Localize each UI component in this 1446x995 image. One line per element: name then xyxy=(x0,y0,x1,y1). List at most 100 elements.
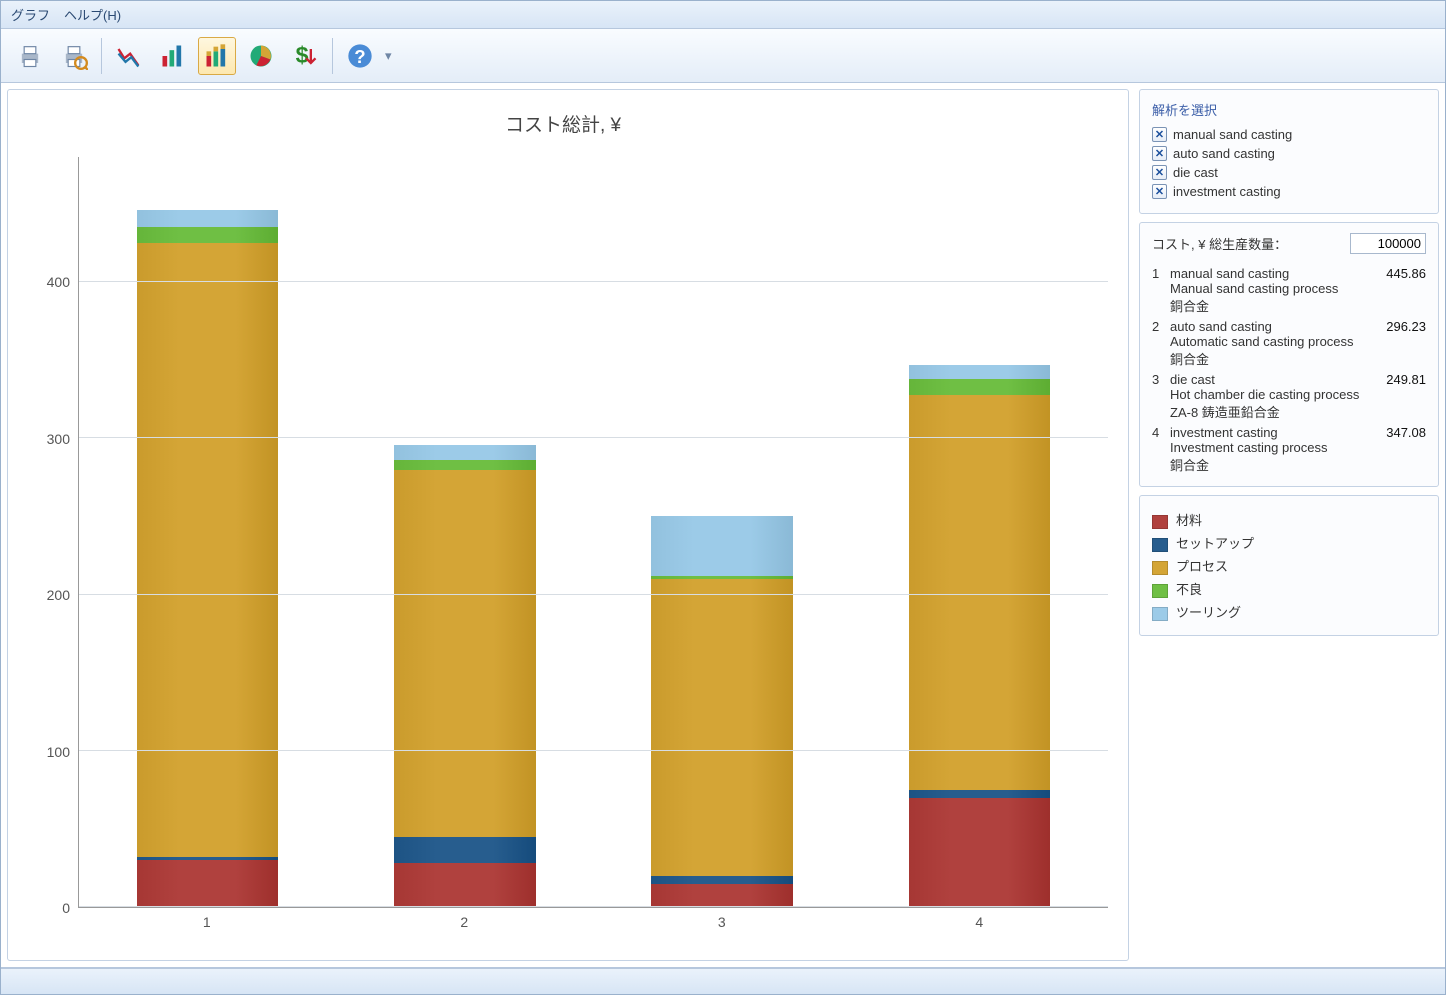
legend-item: 不良 xyxy=(1152,579,1426,598)
x-tick: 2 xyxy=(336,908,594,930)
checkbox-icon[interactable]: ✕ xyxy=(1152,165,1167,180)
cost-panel: コスト, ¥ 総生産数量： 1manual sand castingManual… xyxy=(1139,222,1439,487)
legend-item: 材料 xyxy=(1152,510,1426,529)
legend-label: ツーリング xyxy=(1176,605,1241,620)
analysis-label: auto sand casting xyxy=(1173,146,1275,161)
toolbar-print-preview-icon[interactable] xyxy=(55,37,93,75)
toolbar-print-icon[interactable] xyxy=(11,37,49,75)
bar-segment-tooling xyxy=(137,210,278,227)
checkbox-icon[interactable]: ✕ xyxy=(1152,184,1167,199)
cost-index: 3 xyxy=(1152,370,1170,423)
cost-row: 4investment castingInvestment casting pr… xyxy=(1152,423,1426,476)
legend-swatch xyxy=(1152,584,1168,598)
legend-swatch xyxy=(1152,561,1168,575)
toolbar: $? ▾ xyxy=(1,29,1445,83)
legend-item: セットアップ xyxy=(1152,533,1426,552)
chart-panel: コスト総計, ¥ 0100200300400 1234 xyxy=(7,89,1129,961)
legend-swatch xyxy=(1152,607,1168,621)
content-area: コスト総計, ¥ 0100200300400 1234 解析を選択 ✕manua… xyxy=(1,83,1445,968)
toolbar-pie-chart-icon[interactable] xyxy=(242,37,280,75)
cost-value: 249.81 xyxy=(1366,370,1426,423)
analysis-selector-panel: 解析を選択 ✕ manual sand casting ✕ auto sand cas… xyxy=(1139,89,1439,214)
legend-label: プロセス xyxy=(1176,559,1228,574)
bar-segment-setup xyxy=(651,876,792,884)
legend-label: 材料 xyxy=(1176,513,1202,528)
bar-segment-material xyxy=(651,884,792,907)
cost-desc: investment castingInvestment casting pro… xyxy=(1170,423,1366,476)
toolbar-bar-chart-icon[interactable] xyxy=(154,37,192,75)
menu-help[interactable]: ヘルプ(H) xyxy=(64,5,121,24)
legend-item: ツーリング xyxy=(1152,602,1426,621)
plot-area: 0100200300400 xyxy=(18,157,1108,908)
cost-index: 1 xyxy=(1152,264,1170,317)
bar-segment-process xyxy=(137,243,278,857)
cost-row: 3die castHot chamber die casting process… xyxy=(1152,370,1426,423)
bar-segment-process xyxy=(394,470,535,837)
legend-swatch xyxy=(1152,538,1168,552)
cost-index: 4 xyxy=(1152,423,1170,476)
qty-label: コスト, ¥ 総生産数量： xyxy=(1152,234,1287,253)
y-tick: 300 xyxy=(47,431,70,447)
statusbar xyxy=(1,968,1445,994)
cost-value: 296.23 xyxy=(1366,317,1426,370)
menubar: グラフ ヘルプ(H) xyxy=(1,1,1445,29)
bar-segment-setup xyxy=(909,790,1050,798)
analysis-checkbox-row[interactable]: ✕ die cast xyxy=(1152,165,1426,180)
bar-3[interactable] xyxy=(651,157,792,907)
legend-label: セットアップ xyxy=(1176,536,1254,551)
legend-swatch xyxy=(1152,515,1168,529)
x-tick: 3 xyxy=(593,908,851,930)
qty-input[interactable] xyxy=(1350,233,1426,254)
analysis-checkbox-row[interactable]: ✕ investment casting xyxy=(1152,184,1426,199)
toolbar-stacked-bar-chart-icon[interactable] xyxy=(198,37,236,75)
toolbar-help-round-icon[interactable]: ? xyxy=(341,37,379,75)
chart-title: コスト総計, ¥ xyxy=(18,110,1108,137)
svg-text:?: ? xyxy=(354,46,365,67)
analysis-checkbox-row[interactable]: ✕ auto sand casting xyxy=(1152,146,1426,161)
y-tick: 100 xyxy=(47,744,70,760)
analysis-label: investment casting xyxy=(1173,184,1281,199)
bar-4[interactable] xyxy=(909,157,1050,907)
checkbox-icon[interactable]: ✕ xyxy=(1152,127,1167,142)
analysis-label: die cast xyxy=(1173,165,1218,180)
analysis-selector-title: 解析を選択 xyxy=(1152,100,1426,119)
legend-item: プロセス xyxy=(1152,556,1426,575)
bar-segment-material xyxy=(137,860,278,907)
y-tick: 200 xyxy=(47,587,70,603)
cost-row: 1manual sand castingManual sand casting … xyxy=(1152,264,1426,317)
cost-desc: die castHot chamber die casting processZ… xyxy=(1170,370,1366,423)
bar-segment-defect xyxy=(394,460,535,469)
cost-row: 2auto sand castingAutomatic sand casting… xyxy=(1152,317,1426,370)
bar-segment-process xyxy=(909,395,1050,790)
toolbar-line-chart-icon[interactable] xyxy=(110,37,148,75)
bar-segment-defect xyxy=(137,227,278,243)
cost-index: 2 xyxy=(1152,317,1170,370)
cost-value: 445.86 xyxy=(1366,264,1426,317)
toolbar-overflow-icon[interactable]: ▾ xyxy=(385,48,392,64)
svg-text:$: $ xyxy=(296,42,309,68)
bar-segment-process xyxy=(651,579,792,876)
app-window: グラフ ヘルプ(H) $?▾ コスト総計, ¥ 0100200300400 12… xyxy=(0,0,1446,995)
y-tick: 400 xyxy=(47,274,70,290)
toolbar-money-arrow-icon[interactable]: $ xyxy=(286,37,324,75)
bar-2[interactable] xyxy=(394,157,535,907)
bar-1[interactable] xyxy=(137,157,278,907)
bar-segment-setup xyxy=(394,837,535,864)
cost-desc: auto sand castingAutomatic sand casting … xyxy=(1170,317,1366,370)
cost-value: 347.08 xyxy=(1366,423,1426,476)
checkbox-icon[interactable]: ✕ xyxy=(1152,146,1167,161)
menu-graph[interactable]: グラフ xyxy=(11,5,50,24)
legend-panel: 材料セットアッププロセス不良ツーリング xyxy=(1139,495,1439,636)
side-panels: 解析を選択 ✕ manual sand casting ✕ auto sand cas… xyxy=(1139,89,1439,961)
bar-segment-tooling xyxy=(394,445,535,461)
y-tick: 0 xyxy=(62,900,70,916)
bar-segment-tooling xyxy=(651,516,792,575)
bar-segment-tooling xyxy=(909,365,1050,379)
bar-segment-material xyxy=(394,863,535,907)
bar-segment-defect xyxy=(909,379,1050,395)
bar-segment-material xyxy=(909,798,1050,907)
analysis-checkbox-row[interactable]: ✕ manual sand casting xyxy=(1152,127,1426,142)
qty-row: コスト, ¥ 総生産数量： xyxy=(1152,233,1426,254)
cost-desc: manual sand castingManual sand casting p… xyxy=(1170,264,1366,317)
analysis-label: manual sand casting xyxy=(1173,127,1292,142)
